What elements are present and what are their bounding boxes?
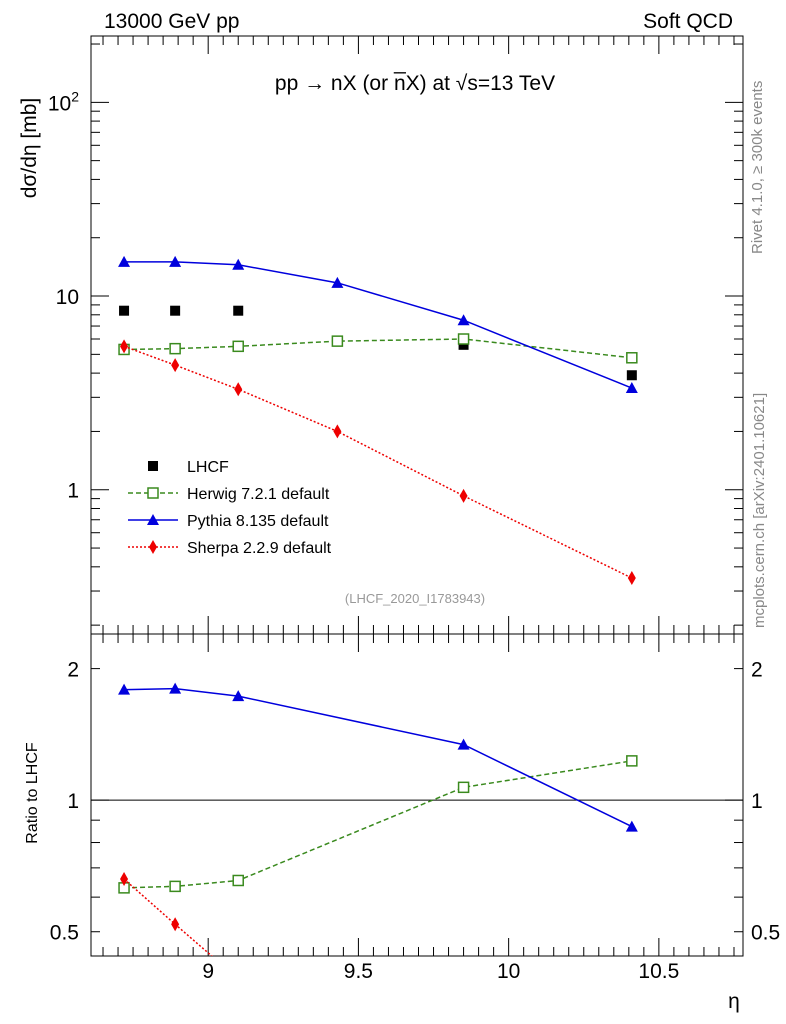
ratio-y-tick-label-left: 0.5 [50,922,79,945]
legend-label-pythia: Pythia 8.135 default [187,513,329,530]
ratio-y-tick-label-right: 1 [751,790,763,813]
main-series-line-sherpa [123,345,633,579]
main-point-pythia [232,258,245,270]
main-point-herwig [331,335,344,347]
ratio-point-herwig [232,874,244,887]
main-series-line-herwig [124,338,632,359]
rivet-version-label: Rivet 4.1.0, ≥ 300k events [749,81,766,254]
x-axis-label: η [728,990,740,1013]
axis-ticks [91,36,743,956]
header-left-label: 13000 GeV pp [104,10,239,33]
main-point-sherpa [171,358,180,373]
axis-tick-labels: 1 10 102 0.5 0.5 1 1 2 2 9 9.5 10 10.5 [48,88,780,983]
main-point-sherpa [234,382,243,397]
legend-marker-sherpa [149,540,157,554]
main-point-herwig [232,340,244,353]
ratio-y-tick-label-right: 2 [751,659,763,682]
ratio-point-pythia [457,738,470,750]
ratio-plot-frame [90,633,744,957]
legend: LHCF Herwig 7.2.1 default Pythia 8.135 def… [128,459,332,557]
ratio-point-herwig [457,781,470,794]
ratio-point-herwig [626,755,638,767]
main-point-pythia [331,276,344,288]
header-right-label: Soft QCD [643,10,733,33]
main-point-lhcf [458,339,469,350]
ratio-series-group [91,682,743,986]
main-point-pythia [457,314,470,326]
legend-marker-lhcf [148,461,158,471]
legend-marker-herwig [147,487,159,499]
main-point-sherpa [627,571,636,586]
ratio-point-sherpa [234,972,242,986]
main-y-tick-label: 1 [67,480,79,503]
plot-title: pp → nX (or n̅X) at √s=13 TeV [275,72,555,95]
ratio-y-axis-label: Ratio to LHCF [24,742,41,844]
x-tick-label: 10.5 [638,960,679,983]
ratio-point-pythia [118,683,131,695]
main-point-lhcf [233,305,244,316]
main-point-pythia [625,382,638,394]
main-y-tick-label: 10 [56,286,79,309]
x-tick-label: 10 [497,960,520,983]
main-point-lhcf [626,370,637,381]
ratio-point-pythia [625,820,638,832]
legend-label-lhcf: LHCF [187,459,229,476]
ratio-point-pythia [169,682,182,694]
main-y-tick-label: 102 [48,88,79,115]
main-point-sherpa [459,488,468,503]
ratio-y-tick-label-right: 0.5 [751,922,780,945]
legend-label-herwig: Herwig 7.2.1 default [187,486,330,503]
ratio-series-line-herwig [124,760,632,889]
analysis-id-label: (LHCF_2020_I1783943) [345,591,485,606]
main-point-herwig [169,342,181,355]
main-point-herwig [457,333,470,345]
main-series-line-pythia [124,261,633,389]
main-point-herwig [626,352,638,364]
main-y-axis-label: dσ/dη [mb] [18,98,41,199]
ratio-y-tick-label-left: 1 [67,790,79,813]
main-point-pythia [169,255,182,267]
main-point-sherpa [120,339,129,354]
ratio-point-sherpa [120,872,129,887]
main-point-pythia [118,255,131,267]
main-point-sherpa [333,424,342,439]
main-point-lhcf [170,305,181,316]
ratio-y-tick-label-left: 2 [67,659,79,682]
legend-marker-pythia [147,514,159,525]
main-series-group [118,255,638,586]
x-tick-label: 9.5 [344,960,373,983]
main-point-lhcf [119,305,130,316]
ratio-point-pythia [232,690,245,702]
ratio-point-herwig [169,880,181,893]
x-tick-label: 9 [202,960,214,983]
legend-label-sherpa: Sherpa 2.2.9 default [187,540,332,557]
ratio-point-sherpa [171,917,180,932]
ratio-series-line-sherpa [123,878,213,956]
mcplots-label: mcplots.cern.ch [arXiv:2401.10621] [751,393,768,628]
ratio-series-line-pythia [124,687,633,828]
